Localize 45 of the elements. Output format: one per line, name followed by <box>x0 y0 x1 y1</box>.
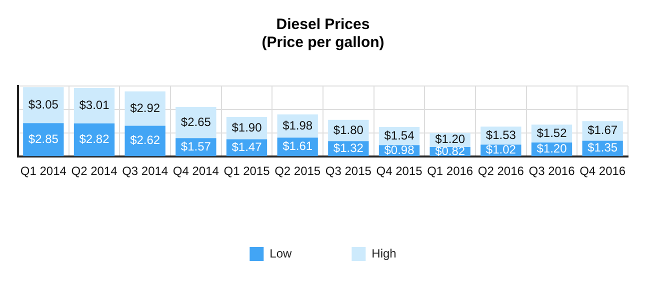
legend-label: High <box>372 246 396 260</box>
chart-title: Diesel Prices <box>276 16 370 34</box>
data-label: $1.52 <box>536 126 568 140</box>
x-tick-label: Q2 2014 <box>71 164 118 178</box>
data-label: $0.98 <box>384 142 415 157</box>
x-tick-label: Q1 2015 <box>224 164 270 178</box>
x-tick-label: Q2 2015 <box>274 164 321 178</box>
legend-label: Low <box>270 246 292 260</box>
data-label: $1.61 <box>282 139 313 154</box>
data-label: $1.53 <box>486 128 516 142</box>
x-tick-label: Q3 2015 <box>325 164 372 178</box>
data-label: $0.82 <box>435 144 466 158</box>
data-label: $2.92 <box>130 100 160 115</box>
data-label: $1.02 <box>486 142 516 157</box>
data-label: $2.85 <box>28 132 59 146</box>
data-label: $1.20 <box>435 132 466 146</box>
bar <box>23 123 64 156</box>
x-tick-label: Q4 2015 <box>376 164 423 178</box>
x-tick-label: Q2 2016 <box>478 164 524 178</box>
data-label: $1.90 <box>232 120 262 134</box>
data-label: $2.62 <box>130 133 160 148</box>
data-label: $3.01 <box>79 98 110 112</box>
data-label: $1.32 <box>333 140 364 155</box>
bar <box>74 88 115 124</box>
data-label: $1.54 <box>384 128 415 142</box>
data-label: $1.98 <box>282 118 313 132</box>
data-label: $3.05 <box>28 97 59 112</box>
bar <box>176 106 216 138</box>
data-label: $1.80 <box>333 122 364 137</box>
x-tick-label: Q1 2014 <box>20 164 67 178</box>
x-tick-label: Q1 2016 <box>427 164 474 178</box>
chart-subtitle: (Price per gallon) <box>262 34 384 52</box>
data-label: $1.20 <box>536 142 568 156</box>
x-tick-label: Q4 2016 <box>580 164 626 178</box>
data-label: $1.35 <box>588 140 618 155</box>
data-label: $2.82 <box>79 132 110 146</box>
data-label: $2.65 <box>180 114 212 129</box>
x-tick-label: Q3 2016 <box>528 164 576 178</box>
x-tick-label: Q4 2014 <box>172 164 220 178</box>
data-label: $1.47 <box>232 140 262 154</box>
data-label: $1.67 <box>588 123 618 138</box>
x-tick-label: Q3 2014 <box>122 164 168 178</box>
bar <box>124 91 166 126</box>
data-label: $1.57 <box>180 139 212 154</box>
bar <box>23 87 64 124</box>
